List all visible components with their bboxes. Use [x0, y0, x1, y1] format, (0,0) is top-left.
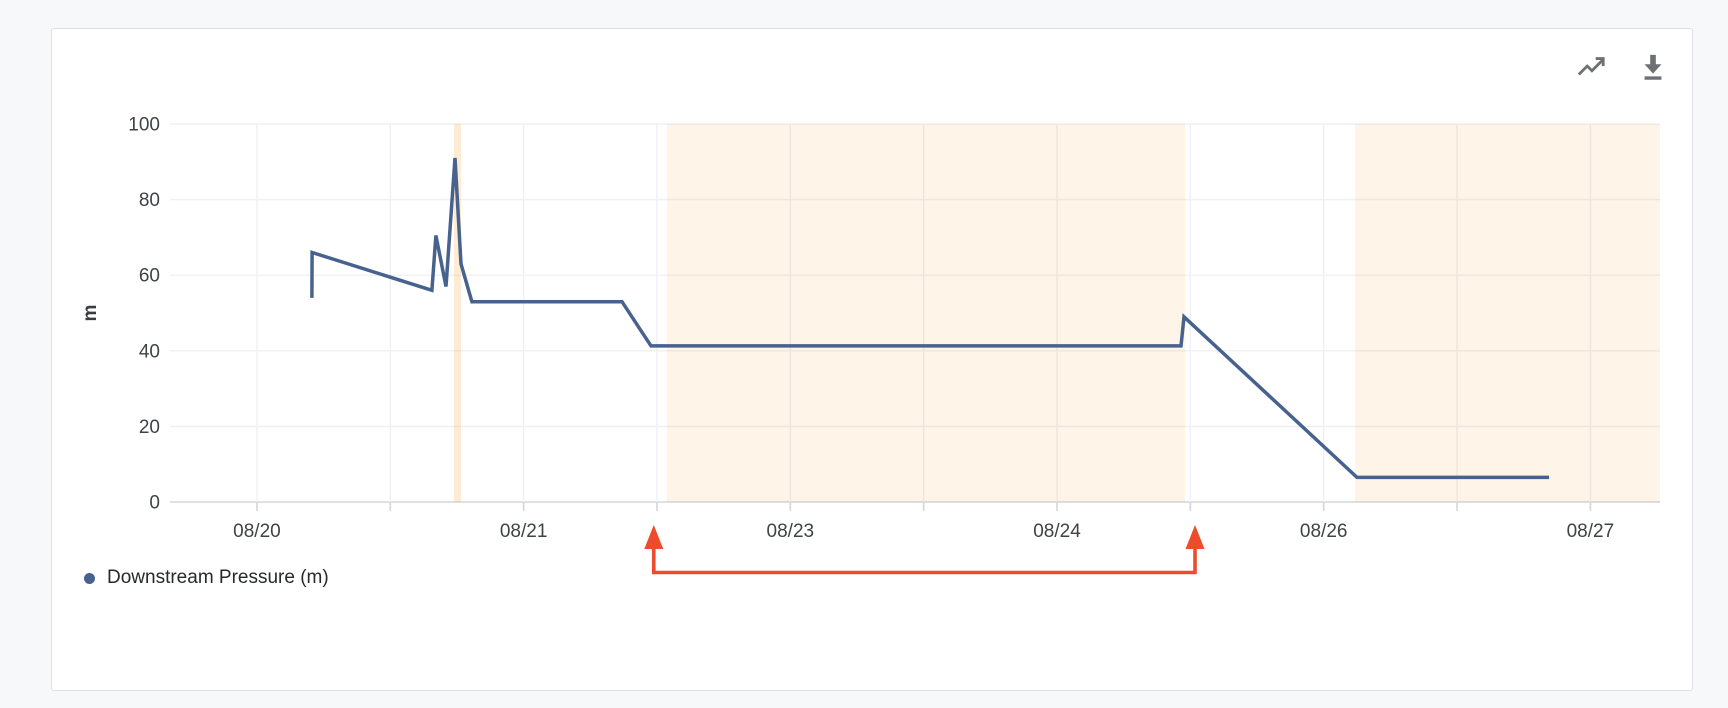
chart-card: [51, 28, 1693, 691]
legend-marker-dot: [84, 572, 95, 584]
download-icon-button[interactable]: [1634, 48, 1672, 86]
trend-line-icon: [1577, 57, 1605, 76]
download-icon: [1644, 54, 1662, 80]
trend-line-icon-button[interactable]: [1572, 48, 1610, 86]
series-line-downstream-pressure[interactable]: [310, 157, 1550, 480]
legend-item-label: Downstream Pressure (m): [107, 567, 329, 588]
legend-item-downstream-pressure[interactable]: Downstream Pressure (m): [84, 566, 329, 590]
